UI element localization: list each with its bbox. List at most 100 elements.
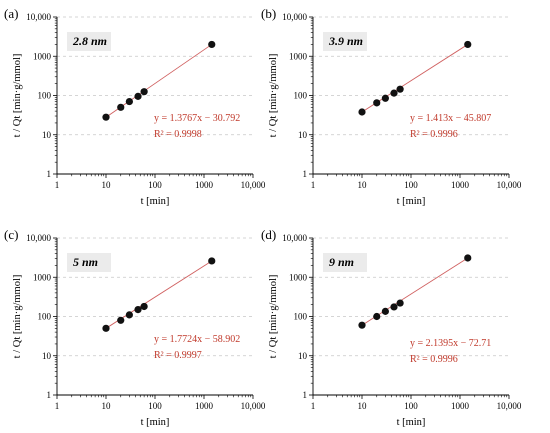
data-point xyxy=(140,302,148,311)
y-tick-label: 1000 xyxy=(33,51,52,61)
y-tick-label: 1000 xyxy=(289,272,308,282)
panel-letter: (b) xyxy=(261,6,276,21)
fit-line xyxy=(361,257,469,326)
y-tick-label: 100 xyxy=(294,91,308,101)
x-axis-label: t [min] xyxy=(397,417,426,428)
size-label: 2.8 nm xyxy=(72,34,107,48)
y-tick-label: 10,000 xyxy=(282,233,307,243)
data-point xyxy=(125,97,133,106)
fit-r-squared: R² = 0.9997 xyxy=(154,350,202,361)
y-tick-label: 10 xyxy=(298,351,308,361)
x-axis-label: t [min] xyxy=(141,196,170,207)
y-axis-label: t / Qt [min·g/mmol] xyxy=(268,275,279,359)
size-label: 5 nm xyxy=(73,255,98,269)
fit-equation: y = 2.1395x − 72.71 xyxy=(410,338,491,349)
y-tick-label: 1 xyxy=(47,169,52,179)
x-tick-label: 100 xyxy=(404,180,418,190)
x-tick-label: 1000 xyxy=(451,180,470,190)
x-tick-label: 1000 xyxy=(451,401,470,411)
fit-line xyxy=(105,260,213,329)
x-tick-label: 10,000 xyxy=(497,180,522,190)
fit-equation: y = 1.3767x − 30.792 xyxy=(154,113,240,124)
y-tick-label: 10 xyxy=(42,351,52,361)
x-tick-label: 10,000 xyxy=(241,180,266,190)
size-label: 9 nm xyxy=(329,255,354,269)
x-tick-label: 10 xyxy=(358,180,368,190)
y-tick-label: 100 xyxy=(294,312,308,322)
chart-panel-0: 1 10 100 1000 10,000 1 10 100 1000 10,000 t [min] t… xyxy=(4,6,266,207)
data-point xyxy=(464,40,472,49)
y-tick-label: 10 xyxy=(298,130,308,140)
x-tick-label: 1 xyxy=(311,180,316,190)
panel-letter: (d) xyxy=(261,227,276,242)
size-label-box xyxy=(67,253,111,272)
y-axis-label: t / Qt [min·g/mmol] xyxy=(12,275,23,359)
x-tick-label: 100 xyxy=(148,180,162,190)
chart-panel-1: 1 10 100 1000 10,000 1 10 100 1000 10,000 t [min] t… xyxy=(261,6,522,207)
panel-letter: (a) xyxy=(4,6,18,21)
chart-panel-2: 1 10 100 1000 10,000 1 10 100 1000 10,000 t [min] t… xyxy=(4,227,266,428)
x-tick-label: 10 xyxy=(102,180,112,190)
data-point xyxy=(381,94,389,102)
data-point xyxy=(373,99,381,107)
y-tick-label: 1 xyxy=(303,390,308,400)
chart-panel-3: 1 10 100 1000 10,000 1 10 100 1000 10,000 t [min] t… xyxy=(261,227,522,428)
size-label-box xyxy=(323,32,367,51)
data-point xyxy=(396,299,404,307)
y-tick-label: 1 xyxy=(303,169,308,179)
y-tick-label: 10 xyxy=(42,130,52,140)
panel-letter: (c) xyxy=(4,227,18,242)
fit-r-squared: R² = 0.9996 xyxy=(410,129,458,140)
x-axis-label: t [min] xyxy=(397,196,426,207)
data-point xyxy=(358,321,366,329)
fit-equation: y = 1.413x − 45.807 xyxy=(410,113,491,124)
x-tick-label: 1 xyxy=(55,401,60,411)
x-tick-label: 10 xyxy=(102,401,112,411)
x-tick-label: 1 xyxy=(55,180,60,190)
y-tick-label: 1000 xyxy=(33,272,52,282)
size-label: 3.9 nm xyxy=(328,34,363,48)
y-tick-label: 100 xyxy=(38,91,52,101)
y-tick-label: 10,000 xyxy=(26,12,51,22)
x-tick-label: 100 xyxy=(148,401,162,411)
data-point xyxy=(390,89,398,97)
data-point xyxy=(373,312,381,321)
x-tick-label: 10,000 xyxy=(241,401,266,411)
data-point xyxy=(208,40,216,49)
fit-equation: y = 1.7724x − 58.902 xyxy=(154,334,240,345)
x-tick-label: 1000 xyxy=(195,180,214,190)
x-tick-label: 100 xyxy=(404,401,418,411)
data-point xyxy=(102,113,110,121)
x-axis-label: t [min] xyxy=(141,417,170,428)
y-axis-label: t / Qt [min·g/mmol] xyxy=(12,54,23,138)
y-tick-label: 1000 xyxy=(289,51,308,61)
size-label-box xyxy=(67,32,111,51)
data-point xyxy=(134,305,142,314)
y-tick-label: 1 xyxy=(47,390,52,400)
data-point xyxy=(390,303,398,311)
data-point xyxy=(358,108,366,116)
data-point xyxy=(102,324,110,332)
x-tick-label: 1000 xyxy=(195,401,214,411)
data-point xyxy=(140,88,148,96)
y-axis-label: t / Qt [min·g/mmol] xyxy=(268,54,279,138)
data-point xyxy=(208,257,216,265)
y-tick-label: 10,000 xyxy=(26,233,51,243)
fit-r-squared: R² = 0.9998 xyxy=(154,129,202,140)
y-tick-label: 10,000 xyxy=(282,12,307,22)
x-tick-label: 1 xyxy=(311,401,316,411)
data-point xyxy=(396,85,404,93)
y-tick-label: 100 xyxy=(38,312,52,322)
fit-r-squared: R² = 0.9996 xyxy=(410,354,458,365)
data-point xyxy=(117,316,125,324)
data-point xyxy=(125,311,133,319)
data-point xyxy=(134,92,142,100)
data-point xyxy=(381,307,389,315)
x-tick-label: 10 xyxy=(358,401,368,411)
x-tick-label: 10,000 xyxy=(497,401,522,411)
data-point xyxy=(464,254,472,262)
data-point xyxy=(117,103,125,111)
size-label-box xyxy=(323,253,367,272)
fit-line xyxy=(105,44,213,118)
